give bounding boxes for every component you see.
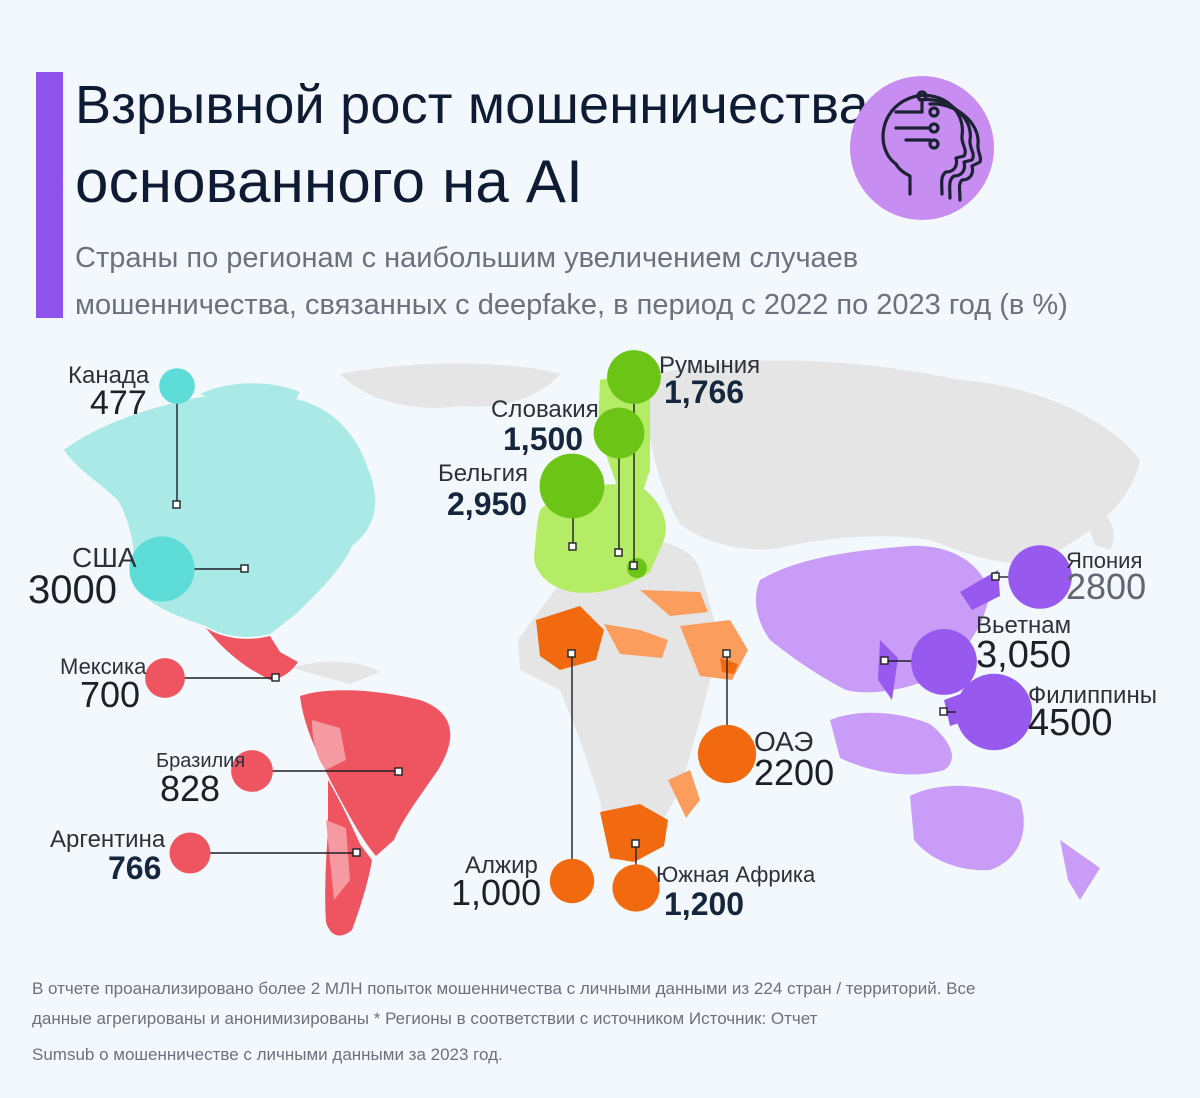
bubble-south-africa <box>612 864 660 912</box>
bubble-japan <box>1008 545 1072 609</box>
label-argentina-value: 766 <box>108 850 162 886</box>
label-romania-value: 1,766 <box>664 374 745 410</box>
title-line-2: основанного на AI <box>75 148 583 215</box>
bubble-usa <box>129 536 195 602</box>
label-japan-value: 2800 <box>1066 566 1147 607</box>
label-mexico-value: 700 <box>80 674 141 715</box>
footnote-line-3: Sumsub о мошенничестве с личными данными… <box>32 1045 503 1064</box>
title-line-1: Взрывной рост мошенничества, <box>75 75 885 135</box>
bubble-slovakia <box>593 407 645 459</box>
label-south-africa-value: 1,200 <box>664 886 745 922</box>
bubble-vietnam <box>911 629 977 695</box>
subtitle-line-1: Страны по регионам с наибольшим увеличен… <box>75 242 859 274</box>
label-algeria-name: Алжир <box>465 852 538 879</box>
label-uae-name: ОАЭ <box>754 726 814 757</box>
label-usa-value: 3000 <box>28 568 117 612</box>
bubble-brazil <box>231 750 273 792</box>
footnote-line-2: данные агрегированы и анонимизированы * … <box>32 1009 818 1028</box>
bubble-romania <box>607 350 661 404</box>
bubble-philippines <box>955 673 1033 751</box>
region-north-america <box>64 383 376 680</box>
label-brazil-name: Бразилия <box>156 750 246 772</box>
label-romania-name: Румыния <box>659 352 761 379</box>
footnote-line-1: В отчете проанализировано более 2 МЛН по… <box>32 979 976 998</box>
label-belgium-value: 2,950 <box>447 486 528 522</box>
label-argentina-name: Аргентина <box>50 826 166 853</box>
ai-head-circuit-icon <box>850 76 994 220</box>
region-mena-africa <box>536 590 748 862</box>
label-slovakia-value: 1,500 <box>503 421 584 457</box>
label-belgium-name: Бельгия <box>438 460 528 487</box>
bubble-algeria <box>549 858 595 904</box>
label-mexico-name: Мексика <box>60 654 147 679</box>
bubble-uae <box>697 724 757 784</box>
subtitle-line-2: мошенничества, связанных с deepfake, в п… <box>75 289 1068 321</box>
label-algeria-value: 1,000 <box>451 872 542 913</box>
label-south-africa-name: Южная Африка <box>656 862 816 887</box>
label-uae-value: 2200 <box>754 752 835 793</box>
label-slovakia-name: Словакия <box>491 396 599 423</box>
region-south-america <box>300 690 451 936</box>
label-philippines-name: Филиппины <box>1028 682 1157 709</box>
label-brazil-value: 828 <box>160 768 221 809</box>
bubble-mexico <box>145 658 185 698</box>
bubble-argentina <box>169 832 211 874</box>
bubble-layer <box>129 350 1072 912</box>
leader-lines <box>172 386 1012 867</box>
bubble-canada <box>159 368 195 404</box>
label-japan-name: Япония <box>1066 548 1143 573</box>
label-canada-value: 477 <box>90 384 147 422</box>
label-vietnam-name: Вьетнам <box>976 612 1072 639</box>
bubble-belgium <box>539 453 605 519</box>
label-philippines-value: 4500 <box>1028 702 1113 744</box>
label-vietnam-value: 3,050 <box>976 634 1072 676</box>
label-canada-name: Канада <box>68 362 150 389</box>
accent-bar <box>36 72 63 318</box>
world-map <box>64 350 1140 936</box>
label-usa-name: США <box>72 542 137 573</box>
